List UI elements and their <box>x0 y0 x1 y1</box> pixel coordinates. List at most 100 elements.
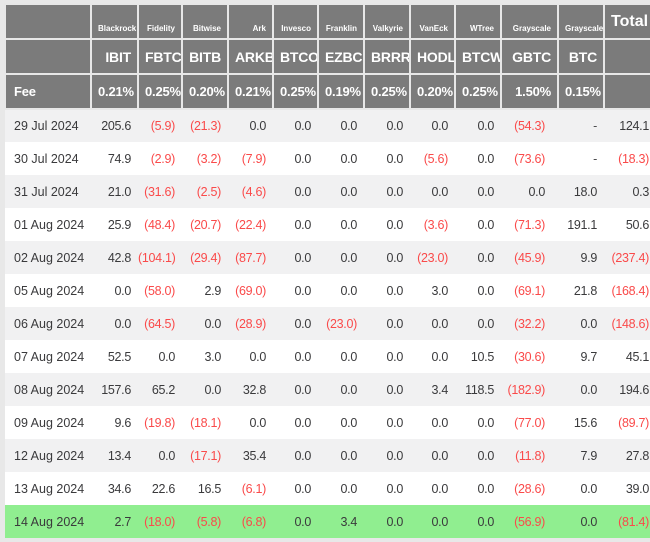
btc-value-cell: 7.9 <box>580 448 598 463</box>
ticker-header-btcw: BTCW <box>454 38 502 75</box>
btcw-value-cell: 0.0 <box>477 283 495 298</box>
ticker-header-bitb: BITB <box>181 38 229 75</box>
btc-value-cell: 0.0 <box>580 481 598 496</box>
gbtc-value-cell: (69.1) <box>514 283 545 298</box>
brrr-value-cell: 0.0 <box>386 448 404 463</box>
btco-value-cell: 0.0 <box>294 316 312 331</box>
total-value-cell: (89.7) <box>618 415 649 430</box>
total-value-cell: 194.6 <box>619 382 649 397</box>
flow-row-05-aug-2024: 05 Aug 2024 0.0 (58.0) 2.9 (69.0) 0.0 0.0 0.0 3.… <box>5 274 650 307</box>
total-value-cell: 124.1 <box>619 119 649 133</box>
gbtc-value-cell: (71.3) <box>514 217 545 232</box>
hodl-value-cell: (3.6) <box>423 217 449 232</box>
ticker-header-total <box>603 38 650 75</box>
btco-value-cell: 0.0 <box>294 349 312 364</box>
issuer-header-ezbc: Franklin <box>317 3 365 40</box>
btc-value-cell: 18.0 <box>573 184 597 199</box>
btc-value-cell: - <box>593 119 597 133</box>
brrr-value-cell: 0.0 <box>386 349 404 364</box>
ezbc-value-cell: (23.0) <box>326 316 357 331</box>
gbtc-value-cell: (11.8) <box>515 448 545 463</box>
fee-header-btco: 0.25% <box>272 73 319 110</box>
btco-value-cell: 0.0 <box>294 415 312 430</box>
etf-flows-table: Blackrock Fidelity Bitwise Ark Invesco Frankl… <box>4 3 650 538</box>
btco-value-cell: 0.0 <box>294 448 312 463</box>
arkb-value-cell: 32.8 <box>242 382 266 397</box>
ezbc-value-cell: 0.0 <box>340 448 358 463</box>
fee-header-total <box>603 73 650 110</box>
btcw-value-cell: 0.0 <box>477 448 495 463</box>
bitb-value-cell: (29.4) <box>190 250 221 265</box>
fbtc-value-cell: 0.0 <box>158 349 176 364</box>
brrr-value-cell: 0.0 <box>386 316 404 331</box>
btco-value-cell: 0.0 <box>294 514 312 529</box>
date-cell: 07 Aug 2024 <box>14 349 85 364</box>
gbtc-value-cell: (30.6) <box>514 349 545 364</box>
bitb-value-cell: (21.3) <box>190 119 221 133</box>
fee-header-gbtc: 1.50% <box>500 73 559 110</box>
fee-header-date: Fee <box>4 73 92 110</box>
ticker-header-date <box>4 38 92 75</box>
date-cell: 05 Aug 2024 <box>14 283 85 298</box>
ibit-value-cell: 9.6 <box>114 415 132 430</box>
btc-value-cell: 0.0 <box>580 514 598 529</box>
ezbc-value-cell: 0.0 <box>340 250 358 265</box>
bitb-value-cell: (17.1) <box>190 448 221 463</box>
gbtc-value-cell: 0.0 <box>528 184 546 199</box>
flow-row-30-jul-2024: 30 Jul 2024 74.9 (2.9) (3.2) (7.9) 0.0 0.0 0.0 (… <box>5 142 650 175</box>
bitb-value-cell: 3.0 <box>204 349 222 364</box>
ezbc-value-cell: 0.0 <box>340 151 358 166</box>
flow-row-06-aug-2024: 06 Aug 2024 0.0 (64.5) 0.0 (28.9) 0.0 (23.0) 0.… <box>5 307 650 340</box>
total-value-cell: (237.4) <box>611 250 649 265</box>
ibit-value-cell: 157.6 <box>101 382 131 397</box>
issuer-header-total: Total <box>603 3 650 40</box>
fee-header-bitb: 0.20% <box>181 73 229 110</box>
ibit-value-cell: 21.0 <box>107 184 131 199</box>
fbtc-value-cell: (31.6) <box>144 184 175 199</box>
date-cell: 31 Jul 2024 <box>14 184 79 199</box>
brrr-value-cell: 0.0 <box>386 184 404 199</box>
btc-value-cell: 0.0 <box>580 382 598 397</box>
btcw-value-cell: 0.0 <box>477 151 495 166</box>
fbtc-value-cell: (2.9) <box>150 151 176 166</box>
btc-value-cell: 9.7 <box>580 349 598 364</box>
arkb-value-cell: 0.0 <box>249 415 267 430</box>
brrr-value-cell: 0.0 <box>386 250 404 265</box>
date-cell: 09 Aug 2024 <box>14 415 85 430</box>
arkb-value-cell: (4.6) <box>241 184 267 199</box>
bitb-value-cell: 16.5 <box>197 481 221 496</box>
arkb-value-cell: (7.9) <box>241 151 267 166</box>
fee-header-arkb: 0.21% <box>227 73 274 110</box>
btcw-value-cell: 0.0 <box>477 415 495 430</box>
fee-header-brrr: 0.25% <box>363 73 411 110</box>
ticker-header-btco: BTCO <box>272 38 319 75</box>
brrr-value-cell: 0.0 <box>386 415 404 430</box>
hodl-value-cell: 0.0 <box>431 119 449 133</box>
btc-value-cell: - <box>593 151 597 166</box>
fee-header-fbtc: 0.25% <box>137 73 183 110</box>
gbtc-value-cell: (54.3) <box>514 119 545 133</box>
btco-value-cell: 0.0 <box>294 119 312 133</box>
total-value-cell: (18.3) <box>618 151 649 166</box>
issuer-header-brrr: Valkyrie <box>363 3 411 40</box>
hodl-value-cell: 0.0 <box>431 184 449 199</box>
ibit-value-cell: 0.0 <box>114 283 132 298</box>
gbtc-value-cell: (32.2) <box>514 316 545 331</box>
issuer-header-hodl: VanEck <box>409 3 456 40</box>
fee-header-row: Fee 0.21% 0.25% 0.20% 0.21% 0.25% 0.19% 0.25% 0.… <box>4 73 650 110</box>
ticker-header-ibit: IBIT <box>90 38 139 75</box>
total-value-cell: (81.4) <box>618 514 649 529</box>
issuer-header-row: Blackrock Fidelity Bitwise Ark Invesco Frankl… <box>4 3 650 40</box>
ticker-header-fbtc: FBTC <box>137 38 183 75</box>
flow-row-08-aug-2024: 08 Aug 2024 157.6 65.2 0.0 32.8 0.0 0.0 0.0 3.4 1… <box>5 373 650 406</box>
total-value-cell: (148.6) <box>611 316 649 331</box>
btc-value-cell: 21.8 <box>573 283 597 298</box>
fee-header-hodl: 0.20% <box>409 73 456 110</box>
hodl-value-cell: 0.0 <box>431 448 449 463</box>
date-cell: 29 Jul 2024 <box>14 119 79 133</box>
arkb-value-cell: (69.0) <box>235 283 266 298</box>
ezbc-value-cell: 0.0 <box>340 349 358 364</box>
ticker-header-arkb: ARKB <box>227 38 274 75</box>
ibit-value-cell: 52.5 <box>107 349 131 364</box>
fbtc-value-cell: (64.5) <box>144 316 175 331</box>
